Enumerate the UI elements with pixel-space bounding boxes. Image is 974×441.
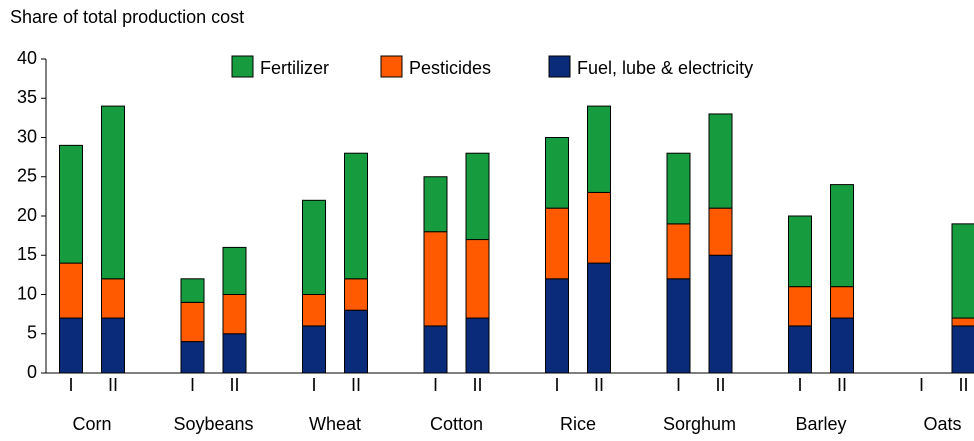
bar-segment: [222, 246, 247, 295]
bar-segment: [344, 309, 368, 374]
x-tick-label: II: [958, 375, 968, 395]
bar-segment: [666, 152, 691, 225]
legend-swatch: [548, 55, 571, 78]
x-tick-label: II: [472, 375, 482, 395]
y-tick-label: 40: [17, 48, 37, 68]
x-tick-label: I: [311, 375, 316, 395]
bar-segment: [708, 207, 733, 256]
bar-segment: [101, 317, 125, 374]
group-label: Oats: [923, 414, 961, 434]
x-tick-label: I: [433, 375, 438, 395]
bar-segment: [951, 223, 974, 319]
x-tick-label: II: [229, 375, 239, 395]
bar-segment: [302, 199, 326, 295]
bar-segment: [587, 105, 611, 193]
y-tick-label: 5: [27, 323, 37, 343]
bar-segment: [951, 325, 974, 374]
chart-title: Share of total production cost: [10, 7, 244, 27]
bar-segment: [587, 191, 611, 264]
x-tick-label: II: [715, 375, 725, 395]
bar-segment: [423, 176, 448, 233]
bar-segment: [666, 223, 691, 280]
x-tick-label: I: [797, 375, 802, 395]
bar-segment: [545, 207, 569, 280]
y-tick-label: 20: [17, 205, 37, 225]
group-label: Corn: [72, 414, 111, 434]
bar-segment: [666, 278, 691, 374]
x-tick-label: I: [554, 375, 559, 395]
group-label: Rice: [560, 414, 596, 434]
legend-label: Fertilizer: [260, 58, 329, 78]
x-tick-label: I: [190, 375, 195, 395]
y-tick-label: 15: [17, 244, 37, 264]
bar-segment: [830, 286, 854, 319]
y-tick-label: 35: [17, 87, 37, 107]
bar-segment: [788, 325, 812, 374]
bar-segment: [180, 341, 205, 374]
bar-segment: [545, 278, 569, 374]
legend-label: Fuel, lube & electricity: [577, 58, 753, 78]
bar-segment: [465, 152, 490, 241]
y-tick-label: 10: [17, 283, 37, 303]
legend-swatch: [380, 55, 403, 78]
bar-segment: [788, 215, 812, 288]
bar-segment: [423, 231, 448, 327]
y-tick-label: 30: [17, 126, 37, 146]
group-label: Cotton: [430, 414, 483, 434]
bar-segment: [545, 137, 569, 209]
bar-segment: [59, 317, 83, 374]
bar-segment: [222, 294, 247, 335]
bar-segment: [180, 301, 205, 343]
x-tick-label: II: [351, 375, 361, 395]
bar-segment: [101, 278, 125, 319]
x-tick-label: II: [837, 375, 847, 395]
bar-segment: [302, 294, 326, 327]
bar-segment: [830, 184, 854, 288]
group-label: Wheat: [309, 414, 361, 434]
bar-segment: [788, 286, 812, 327]
x-tick-label: I: [676, 375, 681, 395]
bar-segment: [302, 325, 326, 374]
y-tick-label: 25: [17, 166, 37, 186]
bar-segment: [423, 325, 448, 374]
bar-segment: [465, 239, 490, 319]
bar-segment: [344, 278, 368, 311]
legend-label: Pesticides: [409, 58, 491, 78]
bar-segment: [222, 333, 247, 374]
bar-segment: [951, 317, 974, 327]
x-tick-label: II: [594, 375, 604, 395]
bar-segment: [59, 262, 83, 319]
group-label: Sorghum: [663, 414, 736, 434]
group-label: Barley: [795, 414, 846, 434]
bar-segment: [180, 278, 205, 303]
bar-segment: [587, 262, 611, 374]
group-label: Soybeans: [173, 414, 253, 434]
bar-segment: [830, 317, 854, 374]
x-tick-label: II: [108, 375, 118, 395]
y-tick-label: 0: [27, 362, 37, 382]
bar-segment: [101, 105, 125, 280]
x-tick-label: I: [919, 375, 924, 395]
bar-segment: [59, 144, 83, 264]
bar-segment: [708, 113, 733, 209]
x-tick-label: I: [68, 375, 73, 395]
bar-segment: [344, 152, 368, 280]
bar-segment: [465, 317, 490, 374]
legend-swatch: [231, 55, 254, 78]
bar-segment: [708, 254, 733, 374]
